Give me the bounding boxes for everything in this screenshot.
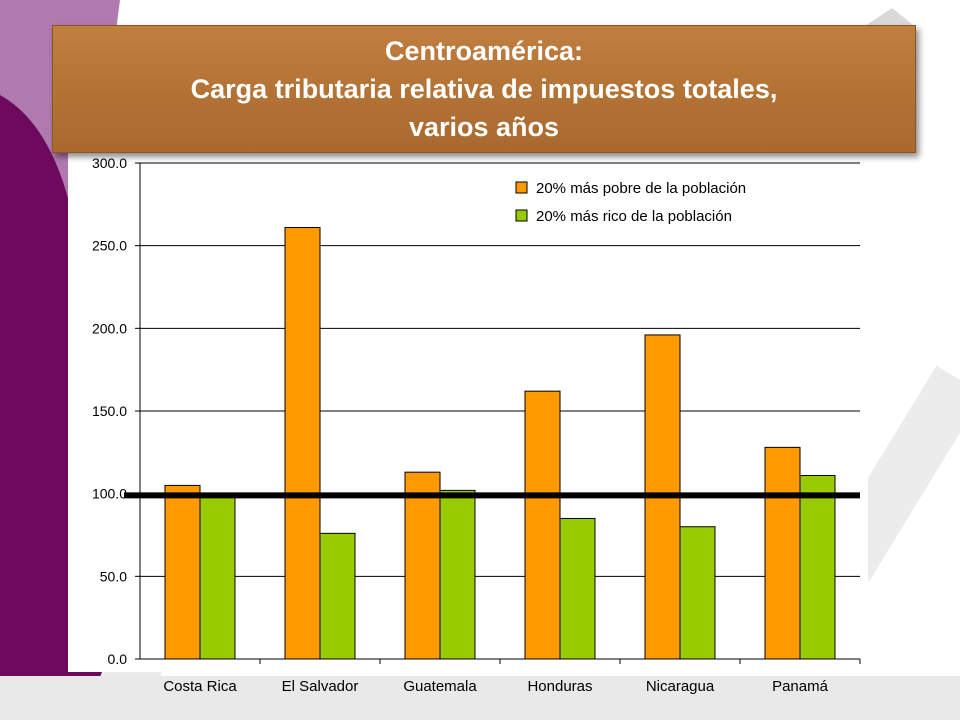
- y-tick-label: 250.0: [92, 238, 127, 254]
- legend-label: 20% más pobre de la población: [536, 180, 746, 197]
- bar-richest: [559, 517, 596, 660]
- x-tick-label: Honduras: [527, 678, 592, 695]
- slide-title-box: Centroamérica: Carga tributaria relativa…: [52, 25, 916, 153]
- y-tick-label: 300.0: [92, 155, 127, 171]
- bar-poorest: [404, 471, 441, 660]
- y-tick-label: 200.0: [92, 320, 127, 336]
- x-tick-label: Guatemala: [403, 678, 477, 695]
- bar-poorest: [524, 390, 561, 660]
- bar-richest: [679, 526, 716, 660]
- x-tick-label: Panamá: [772, 678, 829, 695]
- bar-richest: [319, 532, 356, 660]
- bar-richest: [199, 494, 236, 660]
- y-tick-label: 150.0: [92, 403, 127, 419]
- y-tick-label: 50.0: [100, 568, 127, 584]
- y-tick-label: 100.0: [92, 486, 127, 502]
- title-line-3: varios años: [408, 112, 560, 142]
- legend-label: 20% más rico de la población: [536, 208, 732, 225]
- legend-swatch: [515, 209, 528, 222]
- bar-poorest: [164, 484, 201, 660]
- x-tick-label: Nicaragua: [646, 678, 715, 695]
- legend-swatch: [515, 181, 528, 194]
- bar-richest: [799, 474, 836, 660]
- bar-richest: [439, 489, 476, 660]
- title-line-1: Centroamérica:: [384, 36, 584, 66]
- x-tick-label: Costa Rica: [163, 678, 237, 695]
- title-line-2: Carga tributaria relativa de impuestos t…: [190, 74, 778, 104]
- x-tick-label: El Salvador: [282, 678, 359, 695]
- y-tick-label: 0.0: [108, 651, 128, 667]
- bar-poorest: [764, 446, 801, 660]
- bottom-gray-band: [0, 676, 960, 720]
- bar-poorest: [284, 226, 321, 660]
